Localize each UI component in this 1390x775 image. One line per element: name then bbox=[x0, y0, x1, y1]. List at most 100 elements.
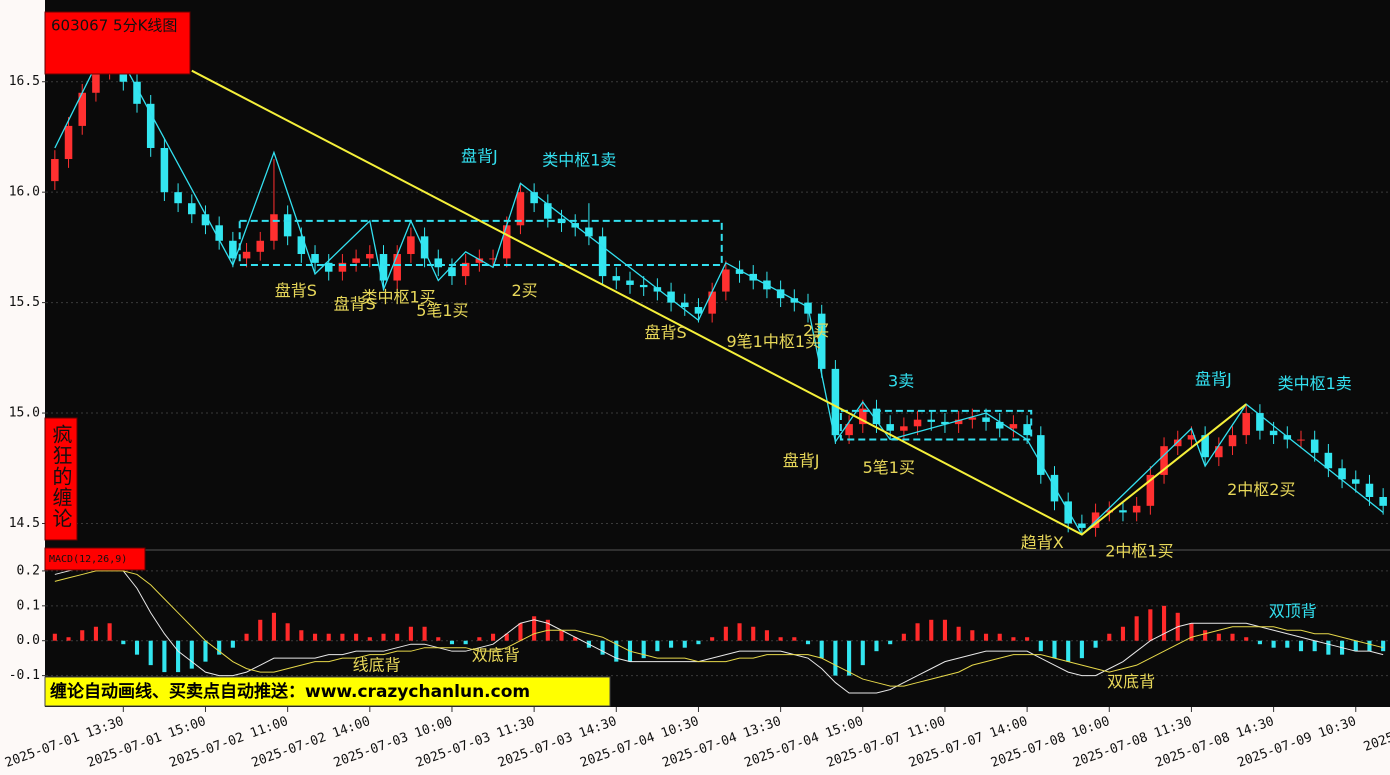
y-tick-label: 15.5 bbox=[9, 295, 40, 310]
macd-bar bbox=[1011, 637, 1016, 641]
candle-body bbox=[1269, 430, 1278, 436]
macd-bar bbox=[874, 640, 879, 652]
candle-body bbox=[338, 262, 347, 272]
macd-bar bbox=[710, 637, 715, 641]
candle-body bbox=[516, 192, 525, 226]
candle-body bbox=[1091, 512, 1100, 528]
macd-bar bbox=[956, 626, 961, 641]
candle-body bbox=[366, 254, 374, 259]
candle-body bbox=[407, 236, 415, 255]
macd-bar bbox=[1271, 640, 1276, 648]
macd-bar bbox=[751, 626, 756, 641]
segment-line bbox=[191, 69, 1247, 536]
candle-body bbox=[92, 70, 100, 93]
candle-body bbox=[1256, 413, 1264, 431]
candle-body bbox=[886, 424, 894, 431]
candle-body bbox=[1379, 496, 1387, 506]
macd-bar bbox=[203, 640, 208, 662]
candle-body bbox=[1064, 501, 1072, 524]
macd-bar bbox=[107, 623, 112, 641]
candle-body bbox=[420, 236, 429, 259]
macd-bar bbox=[532, 616, 537, 641]
macd-bar bbox=[1189, 623, 1194, 641]
macd-bar bbox=[1203, 630, 1208, 641]
y-tick-label: 16.5 bbox=[9, 74, 40, 89]
macd-bar bbox=[655, 640, 660, 652]
candle-body bbox=[680, 302, 689, 308]
candle-body bbox=[598, 236, 607, 277]
annotation: 线底背 bbox=[353, 656, 401, 675]
macd-bar bbox=[696, 640, 701, 645]
candle-body bbox=[544, 203, 552, 219]
annotation: 盘背S bbox=[645, 323, 687, 342]
candle-body bbox=[1173, 439, 1182, 447]
macd-bar bbox=[997, 633, 1002, 641]
candle-body bbox=[831, 368, 840, 436]
macd-bar bbox=[326, 633, 331, 641]
macd-bar bbox=[805, 640, 811, 645]
macd-bar bbox=[477, 637, 482, 641]
side-label: 疯狂的缠论 bbox=[49, 424, 73, 529]
candle-body bbox=[502, 225, 511, 259]
macd-bar bbox=[52, 633, 57, 641]
macd-bar bbox=[1134, 616, 1139, 641]
candle-body bbox=[872, 408, 881, 425]
macd-bar bbox=[1161, 605, 1167, 641]
candle-body bbox=[1324, 452, 1333, 469]
candle-body bbox=[1023, 424, 1031, 436]
candle-body bbox=[283, 214, 292, 237]
macd-bar bbox=[819, 640, 824, 659]
macd-bar bbox=[1107, 633, 1112, 641]
annotation: 盘背S bbox=[275, 281, 317, 300]
y-tick-label: 15.0 bbox=[9, 406, 40, 421]
candle-body bbox=[708, 291, 716, 314]
candle-body bbox=[995, 421, 1004, 429]
macd-bar bbox=[888, 640, 893, 645]
candle-body bbox=[297, 236, 306, 255]
y-tick-label: 16.0 bbox=[9, 185, 40, 200]
annotation: 2买 bbox=[803, 321, 829, 340]
macd-bar bbox=[244, 633, 249, 641]
macd-bar bbox=[518, 623, 523, 641]
macd-title-box bbox=[44, 547, 146, 571]
macd-bar bbox=[134, 640, 140, 655]
macd-bar bbox=[1079, 640, 1084, 659]
macd-bar bbox=[737, 623, 742, 641]
candle-body bbox=[229, 240, 237, 259]
candle-body bbox=[859, 408, 867, 425]
candle-body bbox=[51, 159, 59, 182]
candle-body bbox=[188, 203, 196, 215]
macd-bar bbox=[833, 640, 838, 676]
annotation: 双顶背 bbox=[1269, 602, 1317, 621]
macd-bar bbox=[1326, 640, 1331, 655]
macd-bar bbox=[1257, 640, 1262, 645]
macd-bar bbox=[1093, 640, 1098, 648]
candle-body bbox=[393, 254, 401, 281]
candle-body bbox=[352, 258, 360, 263]
candle-body bbox=[927, 419, 936, 422]
macd-bar bbox=[901, 633, 906, 641]
candle-body bbox=[201, 214, 210, 226]
candle-body bbox=[242, 251, 251, 259]
banner-box bbox=[44, 676, 611, 707]
macd-bar bbox=[299, 630, 304, 641]
annotation: 2买 bbox=[511, 281, 537, 300]
candle-body bbox=[954, 419, 963, 425]
macd-bar bbox=[1066, 640, 1071, 662]
title-box bbox=[44, 11, 191, 75]
macd-title: MACD(12,26,9) bbox=[49, 554, 127, 565]
candle-body bbox=[585, 227, 593, 237]
candle-body bbox=[1132, 505, 1141, 513]
candle-body bbox=[1037, 435, 1045, 475]
candle-body bbox=[448, 267, 456, 277]
macd-bar bbox=[258, 619, 263, 641]
candle-body bbox=[133, 81, 141, 104]
candle-body bbox=[968, 417, 977, 420]
macd-bar bbox=[93, 626, 98, 641]
candle-body bbox=[735, 269, 744, 274]
price-panel bbox=[45, 0, 1390, 550]
candle-body bbox=[941, 421, 949, 425]
annotation: 盘背J bbox=[1195, 369, 1232, 388]
candle-body bbox=[215, 225, 223, 241]
